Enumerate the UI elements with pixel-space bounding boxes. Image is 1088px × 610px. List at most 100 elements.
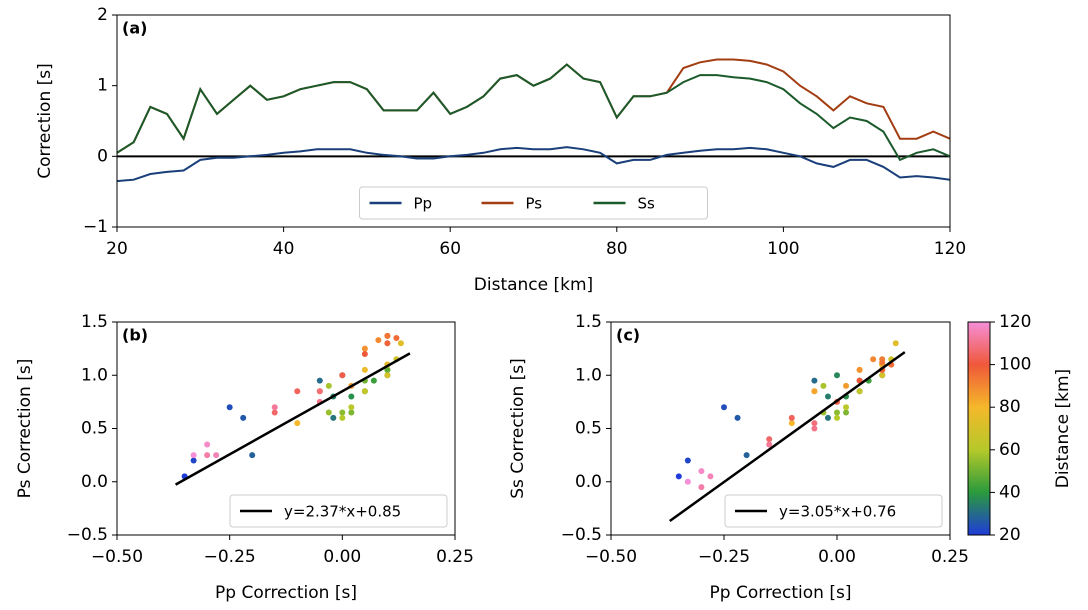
x-tick-label: 120 bbox=[934, 239, 966, 259]
fit-line bbox=[174, 352, 411, 486]
scatter-point bbox=[811, 420, 818, 427]
y-tick-label: 1 bbox=[97, 76, 108, 96]
scatter-point bbox=[384, 332, 391, 339]
line-series bbox=[117, 58, 950, 154]
scatter-point bbox=[834, 414, 840, 421]
y-tick-label: 1.0 bbox=[81, 365, 108, 385]
scatter-point bbox=[892, 340, 899, 347]
y-tick-label: 2 bbox=[97, 5, 108, 25]
scatter-point bbox=[348, 404, 355, 411]
scatter-point bbox=[843, 382, 850, 389]
scatter-point bbox=[294, 388, 301, 395]
scatter-point bbox=[316, 377, 323, 384]
scatter-point bbox=[788, 414, 795, 421]
y-axis-label: Ss Correction [s] bbox=[508, 358, 528, 499]
scatter-point bbox=[384, 372, 391, 379]
scatter-point bbox=[698, 468, 705, 475]
x-tick-label: −0.25 bbox=[204, 547, 256, 567]
scatter-point bbox=[721, 404, 727, 411]
scatter-point bbox=[856, 366, 863, 373]
scatter-point bbox=[316, 388, 323, 395]
scatter-point bbox=[393, 334, 400, 341]
y-tick-label: 0.0 bbox=[575, 472, 602, 492]
x-tick-label: 0.25 bbox=[436, 547, 474, 567]
legend-label: y=3.05*x+0.76 bbox=[779, 503, 896, 521]
x-tick-label: 80 bbox=[606, 239, 628, 259]
scatter-point bbox=[684, 457, 691, 464]
scatter-point bbox=[330, 414, 337, 421]
x-tick-label: 60 bbox=[439, 239, 461, 259]
y-tick-label: 0 bbox=[97, 146, 108, 166]
panel-label: (c) bbox=[616, 326, 640, 345]
legend-label: Ss bbox=[638, 195, 656, 213]
colorbar-tick-label: 20 bbox=[999, 525, 1021, 545]
scatter-point bbox=[788, 420, 795, 427]
x-axis-label: Distance [km] bbox=[474, 275, 593, 295]
scatter-point bbox=[361, 388, 368, 395]
colorbar-tick-label: 40 bbox=[999, 482, 1021, 502]
legend-box bbox=[229, 494, 448, 528]
panel: −0.50 −0.25 0.00 0.25 −0.5 0.0 0.5 1.0 1.5 Pp Cor… bbox=[15, 312, 474, 603]
axes-frame bbox=[116, 321, 456, 536]
legend: y=3.05*x+0.76 bbox=[724, 494, 943, 528]
scatter-point bbox=[370, 377, 377, 384]
scatter-point bbox=[361, 366, 368, 373]
x-axis-label: Pp Correction [s] bbox=[215, 583, 357, 603]
y-axis-label: Ps Correction [s] bbox=[15, 359, 35, 499]
scatter-point bbox=[325, 382, 332, 389]
scatter-point bbox=[824, 414, 831, 421]
y-tick-label: −0.5 bbox=[67, 525, 108, 545]
y-tick-label: 1.5 bbox=[81, 312, 108, 332]
x-tick-label: 0.00 bbox=[323, 547, 361, 567]
scatter-point bbox=[271, 409, 278, 416]
scatter-point bbox=[375, 337, 382, 344]
scatter-point bbox=[339, 372, 346, 379]
plot-area bbox=[669, 340, 906, 523]
y-tick-label: 0.0 bbox=[81, 472, 108, 492]
legend: Pp Ps Ss bbox=[359, 186, 708, 220]
y-tick-label: 0.5 bbox=[575, 419, 602, 439]
legend: y=2.37*x+0.85 bbox=[229, 494, 448, 528]
colorbar-tick-label: 100 bbox=[999, 355, 1031, 375]
colorbar-tick-label: 120 bbox=[999, 312, 1031, 332]
plot-area bbox=[117, 58, 950, 183]
scatter-point bbox=[213, 452, 220, 459]
x-tick-label: 100 bbox=[767, 239, 799, 259]
scatter-point bbox=[325, 409, 332, 416]
panel: 20 40 60 80 100 120 −1 0 1 2 Distance [km] Correcti… bbox=[35, 5, 966, 295]
x-axis-label: Pp Correction [s] bbox=[710, 583, 852, 603]
x-tick-label: 0.25 bbox=[931, 547, 969, 567]
scatter-point bbox=[766, 441, 773, 448]
scatter-point bbox=[339, 409, 346, 416]
scatter-point bbox=[339, 414, 346, 421]
scatter-point bbox=[843, 409, 850, 416]
scatter-point bbox=[204, 452, 211, 459]
scatter-point bbox=[824, 393, 831, 400]
scatter-point bbox=[811, 425, 818, 432]
scatter-point bbox=[734, 414, 741, 421]
scatter-point bbox=[361, 350, 368, 357]
scatter-point bbox=[348, 409, 355, 416]
axes-frame bbox=[116, 14, 951, 228]
x-tick-label: 40 bbox=[273, 239, 295, 259]
y-tick-label: 1.5 bbox=[575, 312, 602, 332]
scatter-point bbox=[707, 473, 714, 480]
colorbar-tick-label: 60 bbox=[999, 440, 1021, 460]
scatter-point bbox=[397, 340, 404, 347]
scatter-point bbox=[811, 388, 818, 395]
scatter-point bbox=[226, 404, 233, 411]
x-tick-label: −0.50 bbox=[585, 547, 637, 567]
x-tick-label: −0.25 bbox=[698, 547, 750, 567]
panel-label: (b) bbox=[122, 326, 148, 345]
scatter-point bbox=[834, 409, 840, 416]
scatter-point bbox=[190, 457, 197, 464]
scatter-point bbox=[843, 404, 850, 411]
x-tick-label: −0.50 bbox=[91, 547, 143, 567]
y-tick-label: 0.5 bbox=[81, 419, 108, 439]
panel: −0.50 −0.25 0.00 0.25 −0.5 0.0 0.5 1.0 1.5 Pp Cor… bbox=[508, 312, 1073, 603]
plot-area bbox=[174, 332, 411, 486]
y-tick-label: 1.0 bbox=[575, 365, 602, 385]
scatter-point bbox=[361, 345, 368, 352]
